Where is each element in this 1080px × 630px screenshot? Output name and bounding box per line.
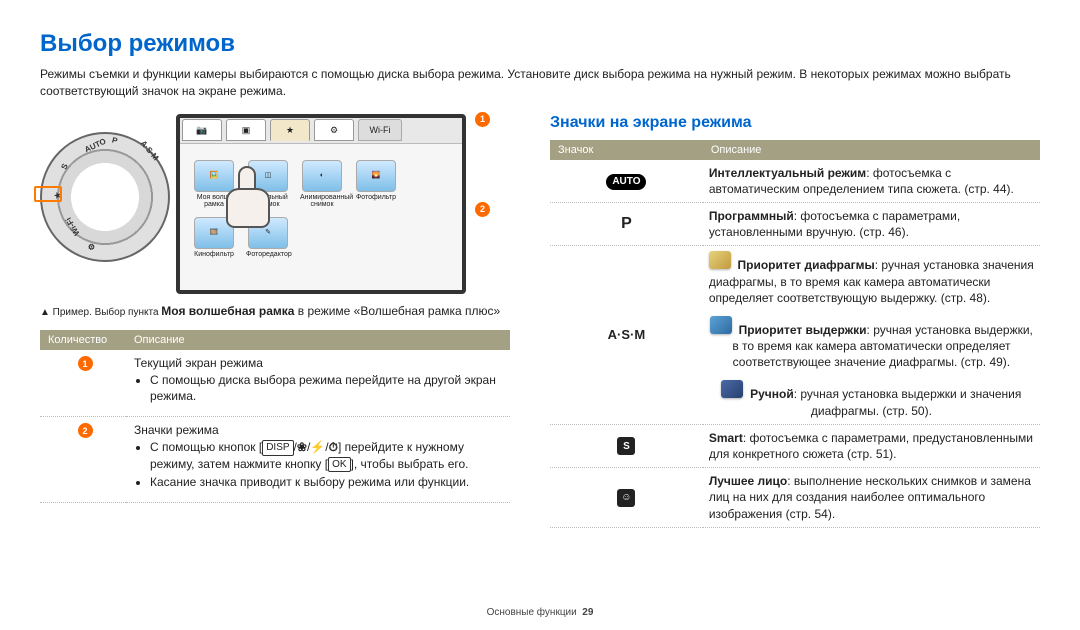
example-caption: ▲ Пример. Выбор пункта Моя волшебная рам… xyxy=(40,304,510,318)
rt-face-desc: Лучшее лицо: выполнение нескольких снимк… xyxy=(703,468,1040,528)
screen-icon-row-1: 🖼️Моя волш. рамка ◫Раздельный снимок ◐Ан… xyxy=(180,144,462,213)
aperture-priority-icon xyxy=(709,251,731,269)
page-title: Выбор режимов xyxy=(40,30,1040,58)
intro-text: Режимы съемки и функции камеры выбираютс… xyxy=(40,66,1040,100)
rt-auto-desc: Интеллектуальный режим: фотосъемка с авт… xyxy=(703,160,1040,203)
screen-tabbar: 📷 ▣ ★ ⚙ Wi-Fi xyxy=(180,118,462,144)
callout-2-badge: 2 xyxy=(475,202,490,217)
lt-head-num: Количество xyxy=(40,330,126,350)
rt-asm-m-desc: Ручной: ручная установка выдержки и знач… xyxy=(703,375,1040,424)
rt-head-desc: Описание xyxy=(703,140,1040,160)
manual-mode-icon xyxy=(721,380,743,398)
lt-row2-badge: 2 xyxy=(78,423,93,438)
lt-head-desc: Описание xyxy=(126,330,510,350)
mode-asm-icon: A·S·M xyxy=(608,326,646,344)
right-table: Значок Описание AUTO Интеллектуальный ре… xyxy=(550,140,1040,528)
tab-frame-icon[interactable]: ▣ xyxy=(226,119,266,141)
app-photo-editor[interactable]: ✎Фоторедактор xyxy=(246,217,290,259)
shutter-priority-icon xyxy=(710,316,732,334)
rt-asm-s-desc: Приоритет выдержки: ручная установка выд… xyxy=(703,311,1040,376)
callout-1-badge: 1 xyxy=(475,112,490,127)
dial-highlight xyxy=(34,186,62,202)
tab-star-icon[interactable]: ★ xyxy=(270,119,310,141)
mode-screen: 📷 ▣ ★ ⚙ Wi-Fi 🖼️Моя волш. рамка ◫Раздель… xyxy=(176,114,466,294)
lt-row1-badge: 1 xyxy=(78,356,93,371)
app-magic-frame[interactable]: 🖼️Моя волш. рамка xyxy=(192,160,236,209)
left-table: Количество Описание 1 Текущий экран режи… xyxy=(40,330,510,504)
lt-row1-desc: Текущий экран режима С помощью диска выб… xyxy=(126,350,510,417)
app-movie-filter[interactable]: 🎞️Кинофильтр xyxy=(192,217,236,259)
mode-bestface-icon: ☺ xyxy=(617,489,635,507)
app-split-shot[interactable]: ◫Раздельный снимок xyxy=(246,160,290,209)
tab-camera-icon[interactable]: 📷 xyxy=(182,119,222,141)
mode-auto-icon: AUTO xyxy=(606,174,646,190)
rt-smart-desc: Smart: фотосъемка с параметрами, предуст… xyxy=(703,424,1040,467)
rt-p-desc: Программный: фотосъемка с параметрами, у… xyxy=(703,202,1040,245)
app-photo-filter[interactable]: 🌄Фотофильтр xyxy=(354,160,398,209)
mode-smart-icon: S xyxy=(617,437,635,455)
rt-head-icon: Значок xyxy=(550,140,703,160)
right-heading: Значки на экране режима xyxy=(550,114,1040,132)
rt-asm-a-desc: Приоритет диафрагмы: ручная установка зн… xyxy=(703,246,1040,311)
page-footer: Основные функции 29 xyxy=(0,607,1080,618)
lt-row2-desc: Значки режима С помощью кнопок [DISP/❀/⚡… xyxy=(126,416,510,502)
tab-gear-icon[interactable]: ⚙ xyxy=(314,119,354,141)
tab-wifi[interactable]: Wi-Fi xyxy=(358,119,402,141)
mode-p-icon: P xyxy=(621,213,632,235)
screen-icon-row-2: 🎞️Кинофильтр ✎Фоторедактор xyxy=(180,213,462,259)
app-animated[interactable]: ◐Анимированный снимок xyxy=(300,160,344,209)
mode-dial: A·S·M P AUTO S ★ Wi-Fi ⚙ xyxy=(40,114,170,279)
